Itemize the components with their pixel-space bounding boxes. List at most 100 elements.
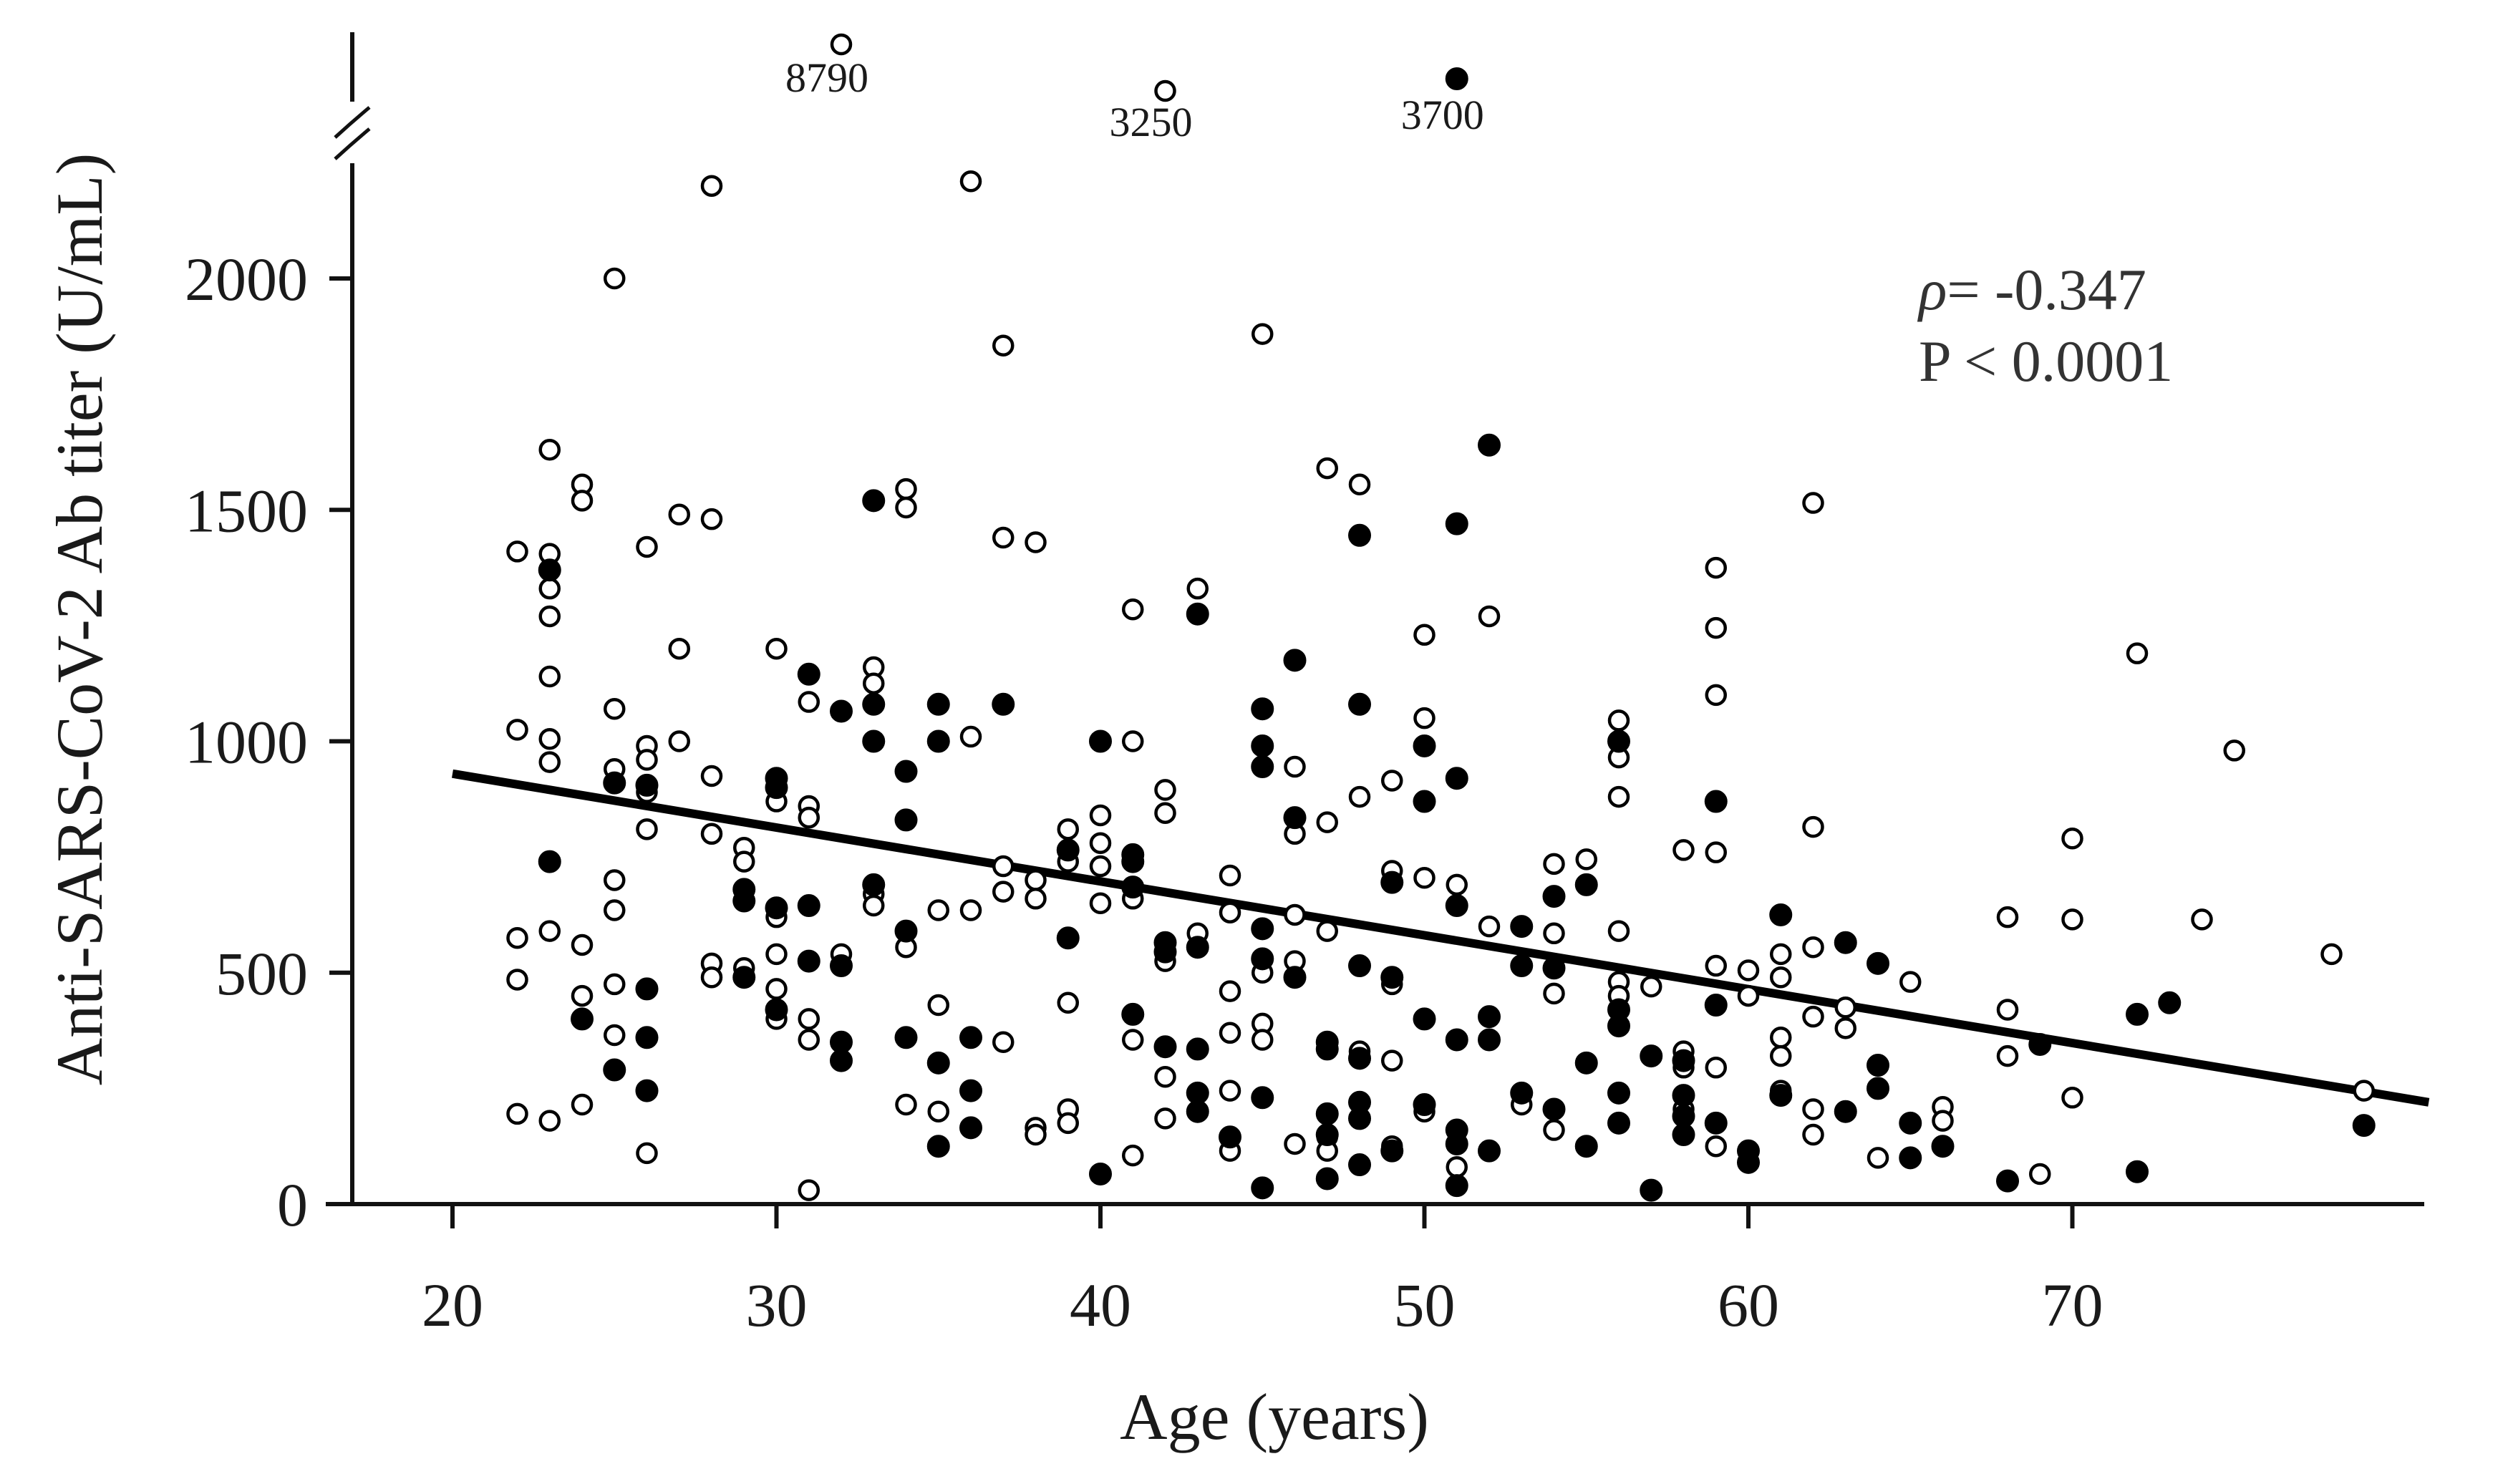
- outlier-label: 8790: [785, 54, 868, 101]
- data-point-filled: [1153, 1035, 1177, 1059]
- data-point-filled: [1283, 806, 1307, 830]
- data-point-open: [798, 1008, 820, 1030]
- data-point-filled: [1315, 1123, 1339, 1147]
- data-point-open: [1672, 839, 1695, 861]
- data-point-open: [1770, 966, 1792, 989]
- data-point-filled: [1704, 994, 1728, 1017]
- data-point-filled: [1769, 903, 1793, 926]
- data-point-open: [927, 1100, 949, 1122]
- data-point-filled: [1445, 894, 1468, 918]
- data-point-open: [538, 1110, 561, 1132]
- data-point-filled: [1445, 512, 1468, 535]
- data-point-open: [700, 966, 723, 989]
- data-point-open: [538, 665, 561, 688]
- data-point-open: [2061, 908, 2083, 931]
- data-point-open: [1122, 1144, 1144, 1167]
- data-point-filled: [1380, 966, 1404, 989]
- data-point-open: [2061, 1087, 2083, 1109]
- data-point-open: [1607, 709, 1630, 732]
- data-point-filled: [926, 692, 950, 716]
- data-point-open: [1154, 779, 1176, 801]
- data-point-filled: [797, 662, 820, 686]
- data-point-open: [1348, 785, 1371, 808]
- data-point-filled: [1445, 1132, 1468, 1155]
- data-point-open: [1089, 804, 1112, 827]
- data-point-filled: [1251, 917, 1274, 941]
- data-point-open: [1705, 954, 1727, 977]
- data-point-filled: [765, 896, 788, 920]
- data-point-open: [992, 1031, 1015, 1053]
- data-point-filled: [1283, 649, 1307, 672]
- data-point-filled: [926, 1135, 950, 1158]
- data-point-filled: [1899, 1111, 1922, 1135]
- data-point-open: [1089, 855, 1112, 878]
- y-tick-label: 0: [277, 1170, 308, 1239]
- x-tick-label: 40: [1070, 1271, 1131, 1339]
- data-point-filled: [1704, 790, 1728, 813]
- data-point-open: [798, 691, 820, 713]
- axis-break-mark: [334, 106, 371, 160]
- x-tick-label: 60: [1718, 1271, 1779, 1339]
- x-axis-title: Age (years): [1120, 1380, 1429, 1453]
- data-point-open: [1770, 1027, 1792, 1049]
- data-point-filled: [1640, 1044, 1663, 1068]
- data-point-filled: [1315, 1037, 1339, 1061]
- data-point-open: [765, 978, 788, 1000]
- data-point-filled: [1089, 1162, 1112, 1185]
- data-point-filled: [635, 1026, 659, 1049]
- data-point-filled: [1186, 936, 1209, 959]
- data-point-filled: [894, 760, 918, 783]
- data-point-open: [1705, 556, 1727, 579]
- x-tick-label: 50: [1394, 1271, 1456, 1339]
- data-point-open: [668, 637, 690, 660]
- data-point-open: [636, 749, 658, 771]
- data-point-open: [992, 855, 1015, 878]
- data-point-filled: [1607, 1014, 1630, 1038]
- data-point-open: [765, 943, 788, 966]
- data-point-filled: [1348, 692, 1371, 716]
- data-point-filled: [1607, 1111, 1630, 1135]
- data-point-open: [538, 605, 561, 628]
- data-point-open: [1154, 1065, 1176, 1088]
- data-point-open: [538, 438, 561, 461]
- data-point-open: [506, 719, 528, 741]
- data-point-open: [1543, 922, 1565, 945]
- data-point-filled: [1348, 954, 1371, 978]
- data-point-open: [538, 920, 561, 942]
- data-point-filled: [894, 919, 918, 943]
- data-point-open: [571, 933, 594, 956]
- data-point-open: [506, 927, 528, 949]
- data-point-open: [959, 170, 982, 193]
- data-point-open: [1996, 1044, 2019, 1067]
- data-point-open: [1025, 531, 1047, 553]
- data-point-open: [1446, 873, 1468, 896]
- outlier-point: [1154, 79, 1176, 102]
- data-point-filled: [1413, 734, 1436, 757]
- data-point-open: [700, 765, 723, 787]
- outlier-label: 3250: [1110, 99, 1193, 145]
- data-point-filled: [732, 889, 756, 913]
- data-point-filled: [1380, 870, 1404, 894]
- data-point-open: [992, 526, 1015, 549]
- data-point-open: [1802, 1123, 1824, 1146]
- data-point-open: [636, 535, 658, 558]
- data-point-filled: [959, 1026, 982, 1049]
- data-point-filled: [1574, 1135, 1598, 1158]
- data-point-open: [1899, 971, 1922, 993]
- data-point-open: [1122, 598, 1144, 621]
- data-point-open: [798, 1029, 820, 1051]
- data-point-open: [1381, 770, 1403, 792]
- data-point-filled: [635, 773, 659, 797]
- y-tick-label: 1500: [185, 476, 308, 545]
- data-point-filled: [1542, 956, 1566, 980]
- data-point-open: [1834, 996, 1856, 1019]
- data-point-filled: [1251, 1176, 1274, 1200]
- y-axis-title: Anti-SARS-CoV-2 Ab titer (U/mL): [43, 153, 116, 1086]
- data-point-open: [1057, 991, 1079, 1014]
- data-point-filled: [797, 949, 820, 973]
- data-point-filled: [1251, 734, 1274, 757]
- data-point-open: [1154, 802, 1176, 824]
- data-point-filled: [1056, 926, 1080, 950]
- data-point-open: [506, 1102, 528, 1125]
- data-point-filled: [538, 850, 561, 873]
